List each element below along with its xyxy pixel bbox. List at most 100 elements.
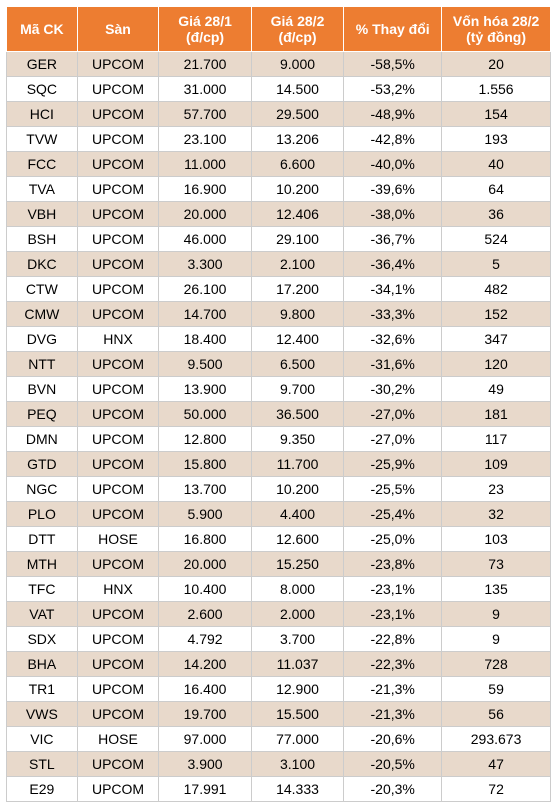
table-cell: 4.792 xyxy=(159,627,251,652)
table-cell: -25,5% xyxy=(344,477,442,502)
table-cell: SDX xyxy=(7,627,78,652)
table-cell: UPCOM xyxy=(77,277,159,302)
table-cell: 50.000 xyxy=(159,402,251,427)
table-cell: -22,3% xyxy=(344,652,442,677)
table-row: MTHUPCOM20.00015.250-23,8%73 xyxy=(7,552,551,577)
table-cell: VBH xyxy=(7,202,78,227)
table-row: FCCUPCOM11.0006.600-40,0%40 xyxy=(7,152,551,177)
table-row: VWSUPCOM19.70015.500-21,3%56 xyxy=(7,702,551,727)
table-cell: 40 xyxy=(442,152,551,177)
table-cell: 10.400 xyxy=(159,577,251,602)
table-row: PEQUPCOM50.00036.500-27,0%181 xyxy=(7,402,551,427)
table-cell: 73 xyxy=(442,552,551,577)
table-cell: 23.100 xyxy=(159,127,251,152)
table-cell: -23,8% xyxy=(344,552,442,577)
table-cell: 11.700 xyxy=(251,452,343,477)
table-cell: MTH xyxy=(7,552,78,577)
table-cell: UPCOM xyxy=(77,427,159,452)
table-cell: UPCOM xyxy=(77,627,159,652)
table-cell: 193 xyxy=(442,127,551,152)
table-cell: GER xyxy=(7,52,78,77)
table-cell: UPCOM xyxy=(77,127,159,152)
table-cell: 109 xyxy=(442,452,551,477)
table-cell: 9.500 xyxy=(159,352,251,377)
table-cell: PLO xyxy=(7,502,78,527)
table-row: DTTHOSE16.80012.600-25,0%103 xyxy=(7,527,551,552)
table-cell: DVG xyxy=(7,327,78,352)
table-cell: 17.200 xyxy=(251,277,343,302)
table-cell: -22,8% xyxy=(344,627,442,652)
table-cell: NTT xyxy=(7,352,78,377)
table-cell: 3.100 xyxy=(251,752,343,777)
table-cell: 20.000 xyxy=(159,202,251,227)
table-cell: UPCOM xyxy=(77,177,159,202)
table-cell: UPCOM xyxy=(77,377,159,402)
table-cell: 16.800 xyxy=(159,527,251,552)
table-cell: UPCOM xyxy=(77,77,159,102)
table-cell: 13.206 xyxy=(251,127,343,152)
table-cell: 9.350 xyxy=(251,427,343,452)
table-cell: UPCOM xyxy=(77,402,159,427)
table-cell: UPCOM xyxy=(77,52,159,77)
table-cell: 16.900 xyxy=(159,177,251,202)
table-header: Mã CK Sàn Giá 28/1 (đ/cp) Giá 28/2 (đ/cp… xyxy=(7,7,551,52)
table-cell: -34,1% xyxy=(344,277,442,302)
table-row: BVNUPCOM13.9009.700-30,2%49 xyxy=(7,377,551,402)
table-row: SDXUPCOM4.7923.700-22,8%9 xyxy=(7,627,551,652)
table-row: TFCHNX10.4008.000-23,1%135 xyxy=(7,577,551,602)
table-cell: -25,0% xyxy=(344,527,442,552)
table-cell: UPCOM xyxy=(77,502,159,527)
table-cell: UPCOM xyxy=(77,652,159,677)
table-cell: 14.700 xyxy=(159,302,251,327)
table-cell: 181 xyxy=(442,402,551,427)
table-cell: BHA xyxy=(7,652,78,677)
table-cell: 29.100 xyxy=(251,227,343,252)
table-row: PLOUPCOM5.9004.400-25,4%32 xyxy=(7,502,551,527)
table-cell: 21.700 xyxy=(159,52,251,77)
col-header-san: Sàn xyxy=(77,7,159,52)
table-row: BSHUPCOM46.00029.100-36,7%524 xyxy=(7,227,551,252)
table-cell: 11.037 xyxy=(251,652,343,677)
table-cell: 14.200 xyxy=(159,652,251,677)
table-cell: -20,5% xyxy=(344,752,442,777)
table-cell: 12.400 xyxy=(251,327,343,352)
table-row: DVGHNX18.40012.400-32,6%347 xyxy=(7,327,551,352)
table-cell: 8.000 xyxy=(251,577,343,602)
table-row: CTWUPCOM26.10017.200-34,1%482 xyxy=(7,277,551,302)
table-cell: GTD xyxy=(7,452,78,477)
table-cell: UPCOM xyxy=(77,227,159,252)
table-cell: 293.673 xyxy=(442,727,551,752)
table-cell: 152 xyxy=(442,302,551,327)
table-cell: -36,4% xyxy=(344,252,442,277)
table-cell: VWS xyxy=(7,702,78,727)
table-cell: 2.600 xyxy=(159,602,251,627)
table-cell: 9.800 xyxy=(251,302,343,327)
table-cell: 20.000 xyxy=(159,552,251,577)
table-cell: 14.333 xyxy=(251,777,343,802)
table-cell: -42,8% xyxy=(344,127,442,152)
table-cell: UPCOM xyxy=(77,552,159,577)
table-cell: -31,6% xyxy=(344,352,442,377)
table-cell: 347 xyxy=(442,327,551,352)
col-header-gia-282: Giá 28/2 (đ/cp) xyxy=(251,7,343,52)
table-cell: TVA xyxy=(7,177,78,202)
table-cell: -21,3% xyxy=(344,677,442,702)
table-cell: PEQ xyxy=(7,402,78,427)
table-cell: 6.600 xyxy=(251,152,343,177)
table-cell: UPCOM xyxy=(77,602,159,627)
table-cell: HNX xyxy=(77,327,159,352)
table-cell: UPCOM xyxy=(77,452,159,477)
table-cell: STL xyxy=(7,752,78,777)
table-cell: 728 xyxy=(442,652,551,677)
table-cell: NGC xyxy=(7,477,78,502)
table-cell: 97.000 xyxy=(159,727,251,752)
table-cell: 77.000 xyxy=(251,727,343,752)
table-cell: 17.991 xyxy=(159,777,251,802)
table-cell: 3.900 xyxy=(159,752,251,777)
table-cell: 12.406 xyxy=(251,202,343,227)
table-row: NTTUPCOM9.5006.500-31,6%120 xyxy=(7,352,551,377)
table-cell: 117 xyxy=(442,427,551,452)
table-cell: -30,2% xyxy=(344,377,442,402)
table-cell: 482 xyxy=(442,277,551,302)
table-cell: -25,9% xyxy=(344,452,442,477)
